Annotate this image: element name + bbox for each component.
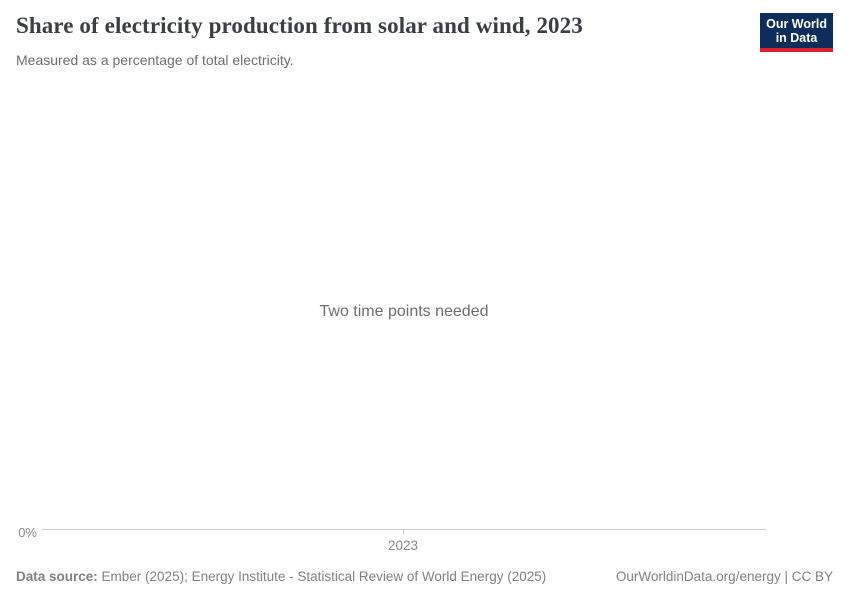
owid-logo[interactable]: Our World in Data [760, 13, 833, 52]
chart-title: Share of electricity production from sol… [16, 13, 583, 38]
owid-logo-line1: Our World [766, 17, 827, 31]
no-data-message: Two time points needed [319, 303, 489, 320]
data-source-label: Data source: [16, 569, 98, 584]
owid-logo-line2: in Data [775, 31, 818, 45]
x-axis-line [42, 529, 766, 530]
chart-subtitle: Measured as a percentage of total electr… [16, 52, 294, 68]
y-axis-zero-label: 0% [18, 525, 37, 540]
data-source-text: Ember (2025); Energy Institute - Statist… [97, 569, 547, 584]
x-axis-tick-label: 2023 [387, 538, 419, 553]
owid-credit-link[interactable]: OurWorldinData.org/energy | CC BY [615, 569, 833, 584]
data-source-note: Data source: Ember (2025); Energy Instit… [16, 569, 546, 584]
x-axis-tick [403, 529, 404, 534]
